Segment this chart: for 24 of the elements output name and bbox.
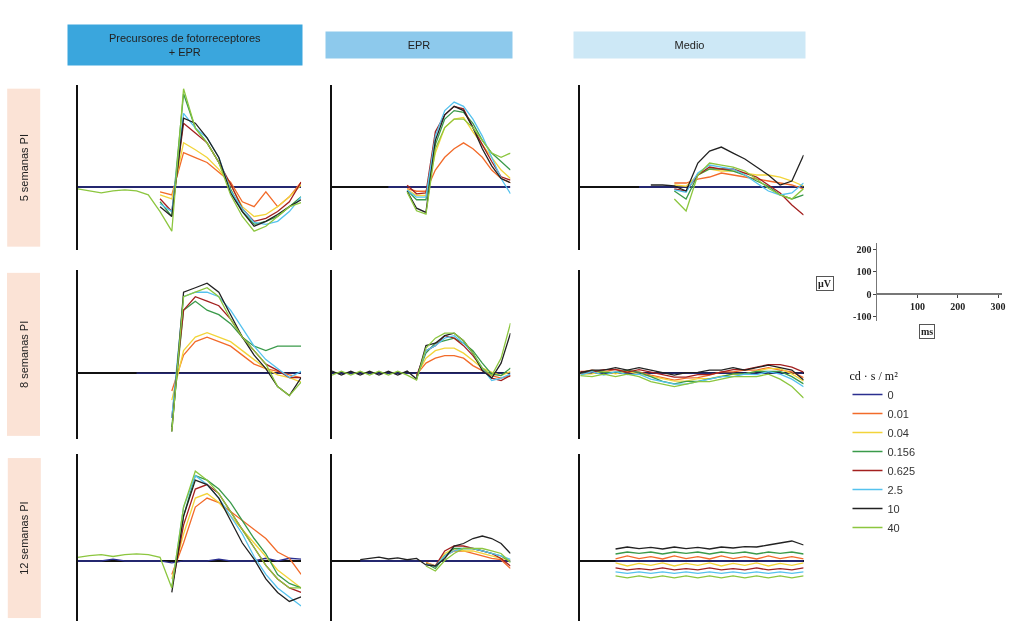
x-tick-label: 200 [950,301,966,313]
chart-title: Precursores de fotorreceptores + EPR [108,31,262,59]
legend-label: 0.156 [887,445,916,458]
chart-title: Medio [674,39,705,51]
legend-title: cd · s / m² [849,369,899,384]
legend-label: 40 [887,521,900,534]
y-tick-label: 100 [856,266,872,278]
y-tick-label: -100 [853,311,872,323]
x-tick-label: 100 [910,301,926,313]
y-axis-title: 12 semanas PI [18,501,31,575]
y-tick-label: 200 [856,243,872,255]
x-tick-label: 300 [990,301,1006,313]
legend-label: 0.04 [887,426,909,439]
x-axis-title: ms [921,326,934,337]
y-tick-label: 0 [866,288,872,300]
legend-label: 0.625 [887,464,916,477]
y-axis-title: 5 semanas PI [17,134,30,202]
chart-title: EPR [407,39,431,51]
y-axis-title: µV [818,278,832,289]
legend-label: 0.01 [887,407,909,420]
legend-label: 0 [887,388,894,401]
y-axis-title: 8 semanas PI [17,320,30,388]
legend-label: 10 [887,502,900,515]
legend-label: 2.5 [887,483,903,496]
